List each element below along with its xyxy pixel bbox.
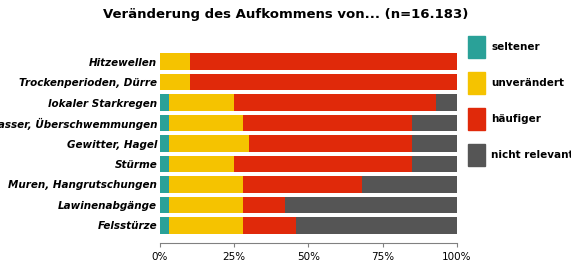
- Bar: [160, 176, 169, 193]
- Bar: [296, 217, 457, 234]
- Bar: [160, 115, 169, 131]
- Bar: [243, 115, 412, 131]
- Bar: [169, 156, 234, 172]
- Text: häufiger: häufiger: [491, 114, 541, 124]
- Bar: [362, 176, 457, 193]
- Bar: [160, 74, 190, 91]
- Bar: [169, 115, 243, 131]
- Text: seltener: seltener: [491, 42, 540, 52]
- Bar: [160, 135, 169, 152]
- Bar: [190, 74, 457, 91]
- Bar: [169, 217, 243, 234]
- Bar: [412, 156, 457, 172]
- Bar: [234, 94, 436, 111]
- Bar: [169, 94, 234, 111]
- Bar: [169, 135, 249, 152]
- Bar: [160, 53, 190, 70]
- Bar: [160, 156, 169, 172]
- Bar: [243, 217, 296, 234]
- Text: unverändert: unverändert: [491, 78, 564, 88]
- Bar: [412, 135, 457, 152]
- Bar: [436, 94, 457, 111]
- Bar: [243, 197, 284, 213]
- Text: nicht relevant: nicht relevant: [491, 150, 571, 160]
- Bar: [160, 197, 169, 213]
- Bar: [190, 53, 457, 70]
- Bar: [284, 197, 457, 213]
- Bar: [412, 115, 457, 131]
- Bar: [249, 135, 412, 152]
- Bar: [169, 197, 243, 213]
- Bar: [169, 176, 243, 193]
- Bar: [160, 94, 169, 111]
- Bar: [234, 156, 412, 172]
- Bar: [243, 176, 362, 193]
- Text: Veränderung des Aufkommens von... (n=16.183): Veränderung des Aufkommens von... (n=16.…: [103, 8, 468, 21]
- Bar: [160, 217, 169, 234]
